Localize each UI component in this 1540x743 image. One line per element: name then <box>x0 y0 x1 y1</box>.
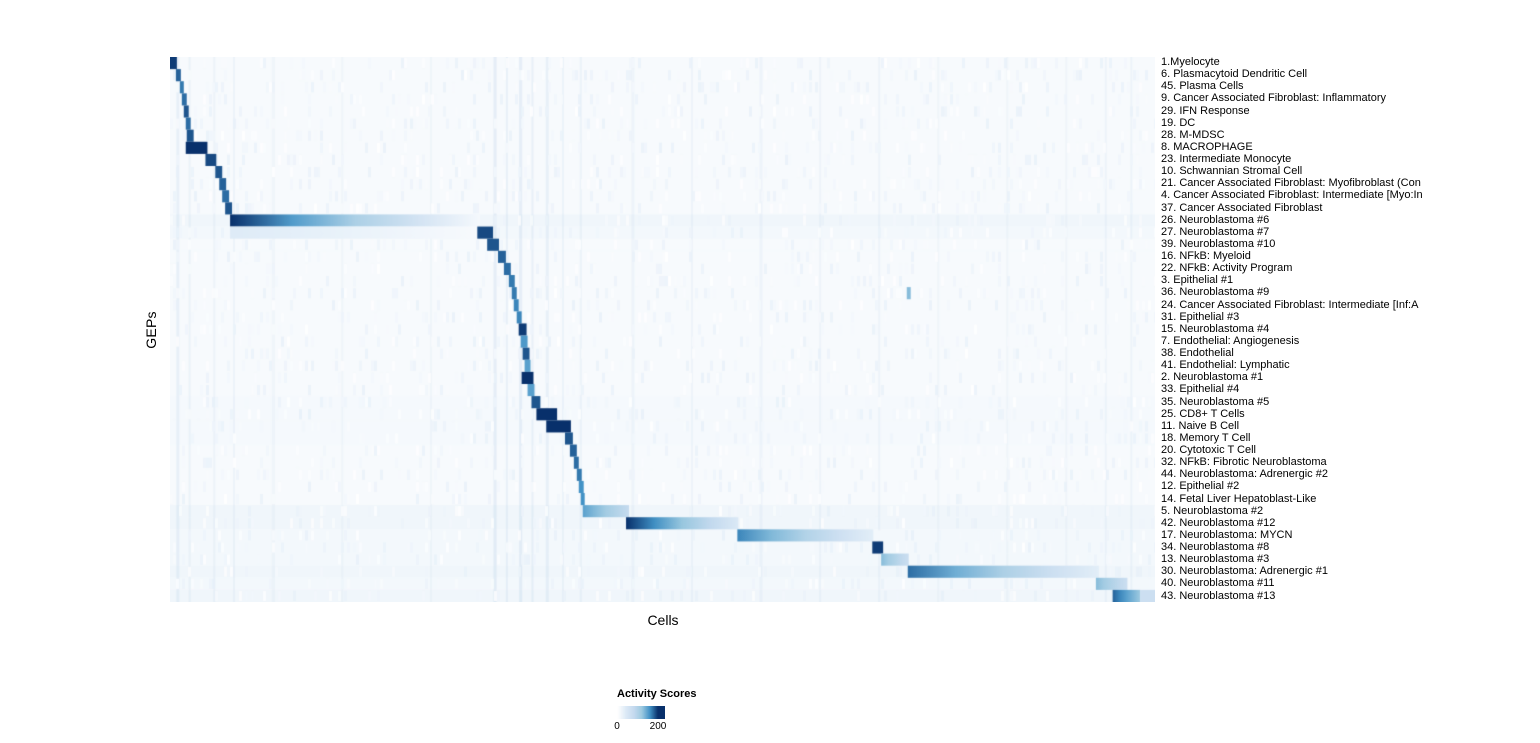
gep-row-label: 10. Schwannian Stromal Cell <box>1161 165 1303 178</box>
gep-row-label: 18. Memory T Cell <box>1161 431 1251 444</box>
gep-row-label: 16. NFkB: Myeloid <box>1161 250 1251 262</box>
gep-row-label: 23. Intermediate Monocyte <box>1161 153 1292 165</box>
gep-row-label: 37. Cancer Associated Fibroblast <box>1161 201 1323 214</box>
gep-row-label: 41. Endothelial: Lymphatic <box>1161 359 1290 372</box>
gep-row-label: 19. DC <box>1161 116 1196 129</box>
legend-gradient-bar <box>617 706 665 719</box>
legend-title: Activity Scores <box>617 688 697 700</box>
gep-row-label: 32. NFkB: Fibrotic Neuroblastoma <box>1161 456 1327 469</box>
gep-row-label: 43. Neuroblastoma #13 <box>1161 589 1276 602</box>
gep-row-label: 9. Cancer Associated Fibroblast: Inflamm… <box>1161 92 1386 105</box>
gep-row-label: 5. Neuroblastoma #2 <box>1161 504 1264 517</box>
legend-gradient-canvas <box>617 706 665 719</box>
gep-row-label: 39. Neuroblastoma #10 <box>1161 237 1276 250</box>
gep-row-labels: 1.Myelocyte 6. Plasmacytoid Dendritic Cel… <box>1161 56 1540 602</box>
gep-row-label: 3. Epithelial #1 <box>1161 274 1234 287</box>
heatmap-canvas <box>170 57 1155 602</box>
gep-row-label: 38. Endothelial <box>1161 347 1234 359</box>
gep-row-label: 8. MACROPHAGE <box>1161 140 1253 153</box>
gep-row-label: 26. Neuroblastoma #6 <box>1161 213 1270 226</box>
gep-row-label: 6. Plasmacytoid Dendritic Cell <box>1161 68 1308 81</box>
gep-row-label: 7. Endothelial: Angiogenesis <box>1161 334 1300 347</box>
gep-row-label: 15. Neuroblastoma #4 <box>1161 322 1270 335</box>
activity-scores-legend: Activity Scores 0 200 <box>614 688 697 733</box>
gep-row-label: 22. NFkB: Activity Program <box>1161 262 1293 275</box>
gep-row-label: 4. Cancer Associated Fibroblast: Interme… <box>1161 189 1423 202</box>
gep-row-label: 35. Neuroblastoma #5 <box>1161 395 1270 408</box>
gep-row-label: 25. CD8+ T Cells <box>1161 407 1245 420</box>
gep-row-label: 30. Neuroblastoma: Adrenergic #1 <box>1161 565 1328 578</box>
heatmap-plot-area <box>170 57 1155 602</box>
gep-row-label: 31. Epithelial #3 <box>1161 310 1240 323</box>
gep-row-label: 1.Myelocyte <box>1161 56 1220 68</box>
gep-row-label: 45. Plasma Cells <box>1161 80 1244 93</box>
gep-row-label: 42. Neuroblastoma #12 <box>1161 516 1276 529</box>
gep-row-label: 33. Epithelial #4 <box>1161 383 1240 396</box>
y-axis-label: GEPs <box>143 311 159 349</box>
gep-row-label: 29. IFN Response <box>1161 104 1250 117</box>
gep-row-label: 27. Neuroblastoma #7 <box>1161 225 1270 238</box>
gep-row-label: 34. Neuroblastoma #8 <box>1161 541 1270 553</box>
gep-row-label: 21. Cancer Associated Fibroblast: Myofib… <box>1161 177 1421 190</box>
gep-row-label: 44. Neuroblastoma: Adrenergic #2 <box>1161 468 1328 481</box>
gep-row-label: 40. Neuroblastoma #11 <box>1161 577 1275 590</box>
gep-row-label: 28. M-MDSC <box>1161 128 1225 141</box>
gep-row-label: 13. Neuroblastoma #3 <box>1161 553 1270 566</box>
legend-tick-min: 0 <box>614 721 620 732</box>
gep-row-label: 20. Cytotoxic T Cell <box>1161 444 1256 456</box>
gep-row-label: 11. Naive B Cell <box>1161 419 1240 432</box>
legend-tick-max: 200 <box>649 721 667 732</box>
gep-row-label: 14. Fetal Liver Hepatoblast-Like <box>1161 492 1317 505</box>
gep-row-label: 36. Neuroblastoma #9 <box>1161 286 1270 299</box>
gep-row-label: 24. Cancer Associated Fibroblast: Interm… <box>1161 298 1419 311</box>
gep-row-label: 17. Neuroblastoma: MYCN <box>1161 528 1293 541</box>
legend-ticks: 0 200 <box>614 721 677 733</box>
gep-row-label: 2. Neuroblastoma #1 <box>1161 371 1264 384</box>
gep-row-label: 12. Epithelial #2 <box>1161 480 1240 493</box>
x-axis-label: Cells <box>647 612 679 628</box>
